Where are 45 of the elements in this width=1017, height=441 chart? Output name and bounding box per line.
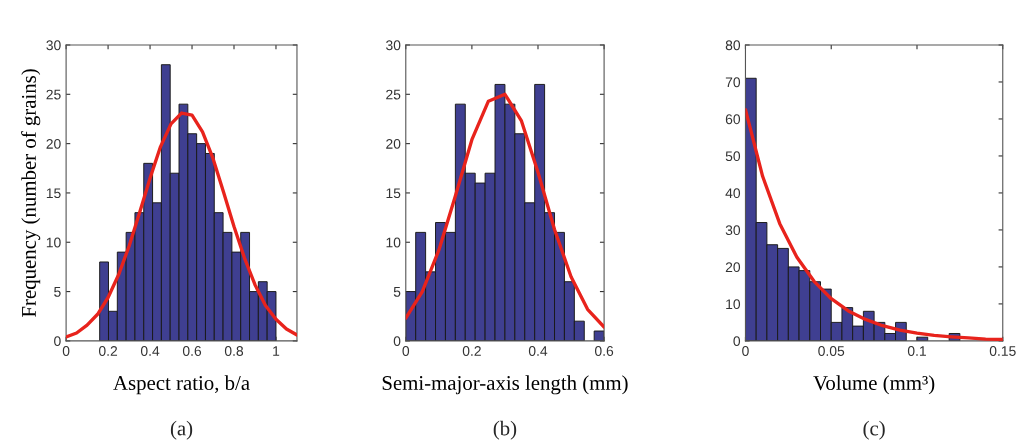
x-tick-label: 0.2 bbox=[462, 346, 481, 356]
y-tick-label: 80 bbox=[725, 40, 741, 51]
y-tick-label: 40 bbox=[725, 188, 741, 199]
y-tick-label: 70 bbox=[725, 77, 741, 88]
x-axis-title: Aspect ratio, b/a bbox=[113, 375, 250, 395]
y-tick-label: 30 bbox=[46, 40, 61, 51]
x-tick-label: 0.05 bbox=[818, 346, 845, 356]
x-axis-title: Semi-major-axis length (mm) bbox=[382, 375, 628, 395]
y-tick-label: 25 bbox=[46, 89, 61, 100]
x-tick-label: 1 bbox=[273, 346, 280, 356]
y-tick-label: 20 bbox=[386, 138, 401, 149]
y-tick-label: 15 bbox=[46, 188, 61, 199]
y-tick-label: 5 bbox=[393, 287, 401, 297]
y-tick-label: 10 bbox=[726, 299, 741, 310]
x-tick-label: 0.6 bbox=[182, 346, 202, 356]
y-tick-label: 5 bbox=[54, 287, 61, 297]
x-tick-label: 0 bbox=[62, 346, 70, 356]
text: (c) bbox=[863, 420, 885, 440]
text: (b) bbox=[493, 420, 517, 440]
y-tick-label: 0 bbox=[393, 336, 401, 347]
x-axis-title: Volume (mm³) bbox=[813, 375, 935, 395]
y-tick-label: 30 bbox=[386, 40, 401, 51]
y-tick-label: 10 bbox=[46, 237, 61, 248]
y-tick-label: 20 bbox=[725, 262, 741, 273]
x-tick-label: 0 bbox=[402, 346, 410, 356]
x-tick-label: 0 bbox=[742, 346, 749, 356]
y-axis-title: Frequency (number of grains) bbox=[21, 69, 41, 318]
x-tick-label: 0.8 bbox=[224, 346, 244, 356]
x-tick-label: 0.2 bbox=[98, 346, 118, 356]
y-tick-label: 10 bbox=[386, 237, 401, 248]
y-tick-label: 50 bbox=[725, 151, 741, 162]
x-tick-label: 0.6 bbox=[594, 346, 614, 356]
y-tick-label: 25 bbox=[386, 89, 401, 100]
x-tick-label: 0.4 bbox=[140, 346, 160, 356]
x-tick-label: 0.15 bbox=[989, 346, 1016, 356]
x-tick-label: 0.4 bbox=[528, 346, 548, 356]
line-series bbox=[405, 92, 605, 329]
y-tick-label: 30 bbox=[725, 225, 741, 236]
y-tick-label: 0 bbox=[733, 336, 741, 347]
y-tick-label: 0 bbox=[54, 336, 61, 347]
text: (a) bbox=[170, 420, 193, 440]
x-tick-label: 0.1 bbox=[907, 346, 926, 356]
y-tick-label: 20 bbox=[46, 138, 61, 149]
y-tick-label: 15 bbox=[386, 188, 401, 199]
y-tick-label: 60 bbox=[725, 114, 741, 125]
